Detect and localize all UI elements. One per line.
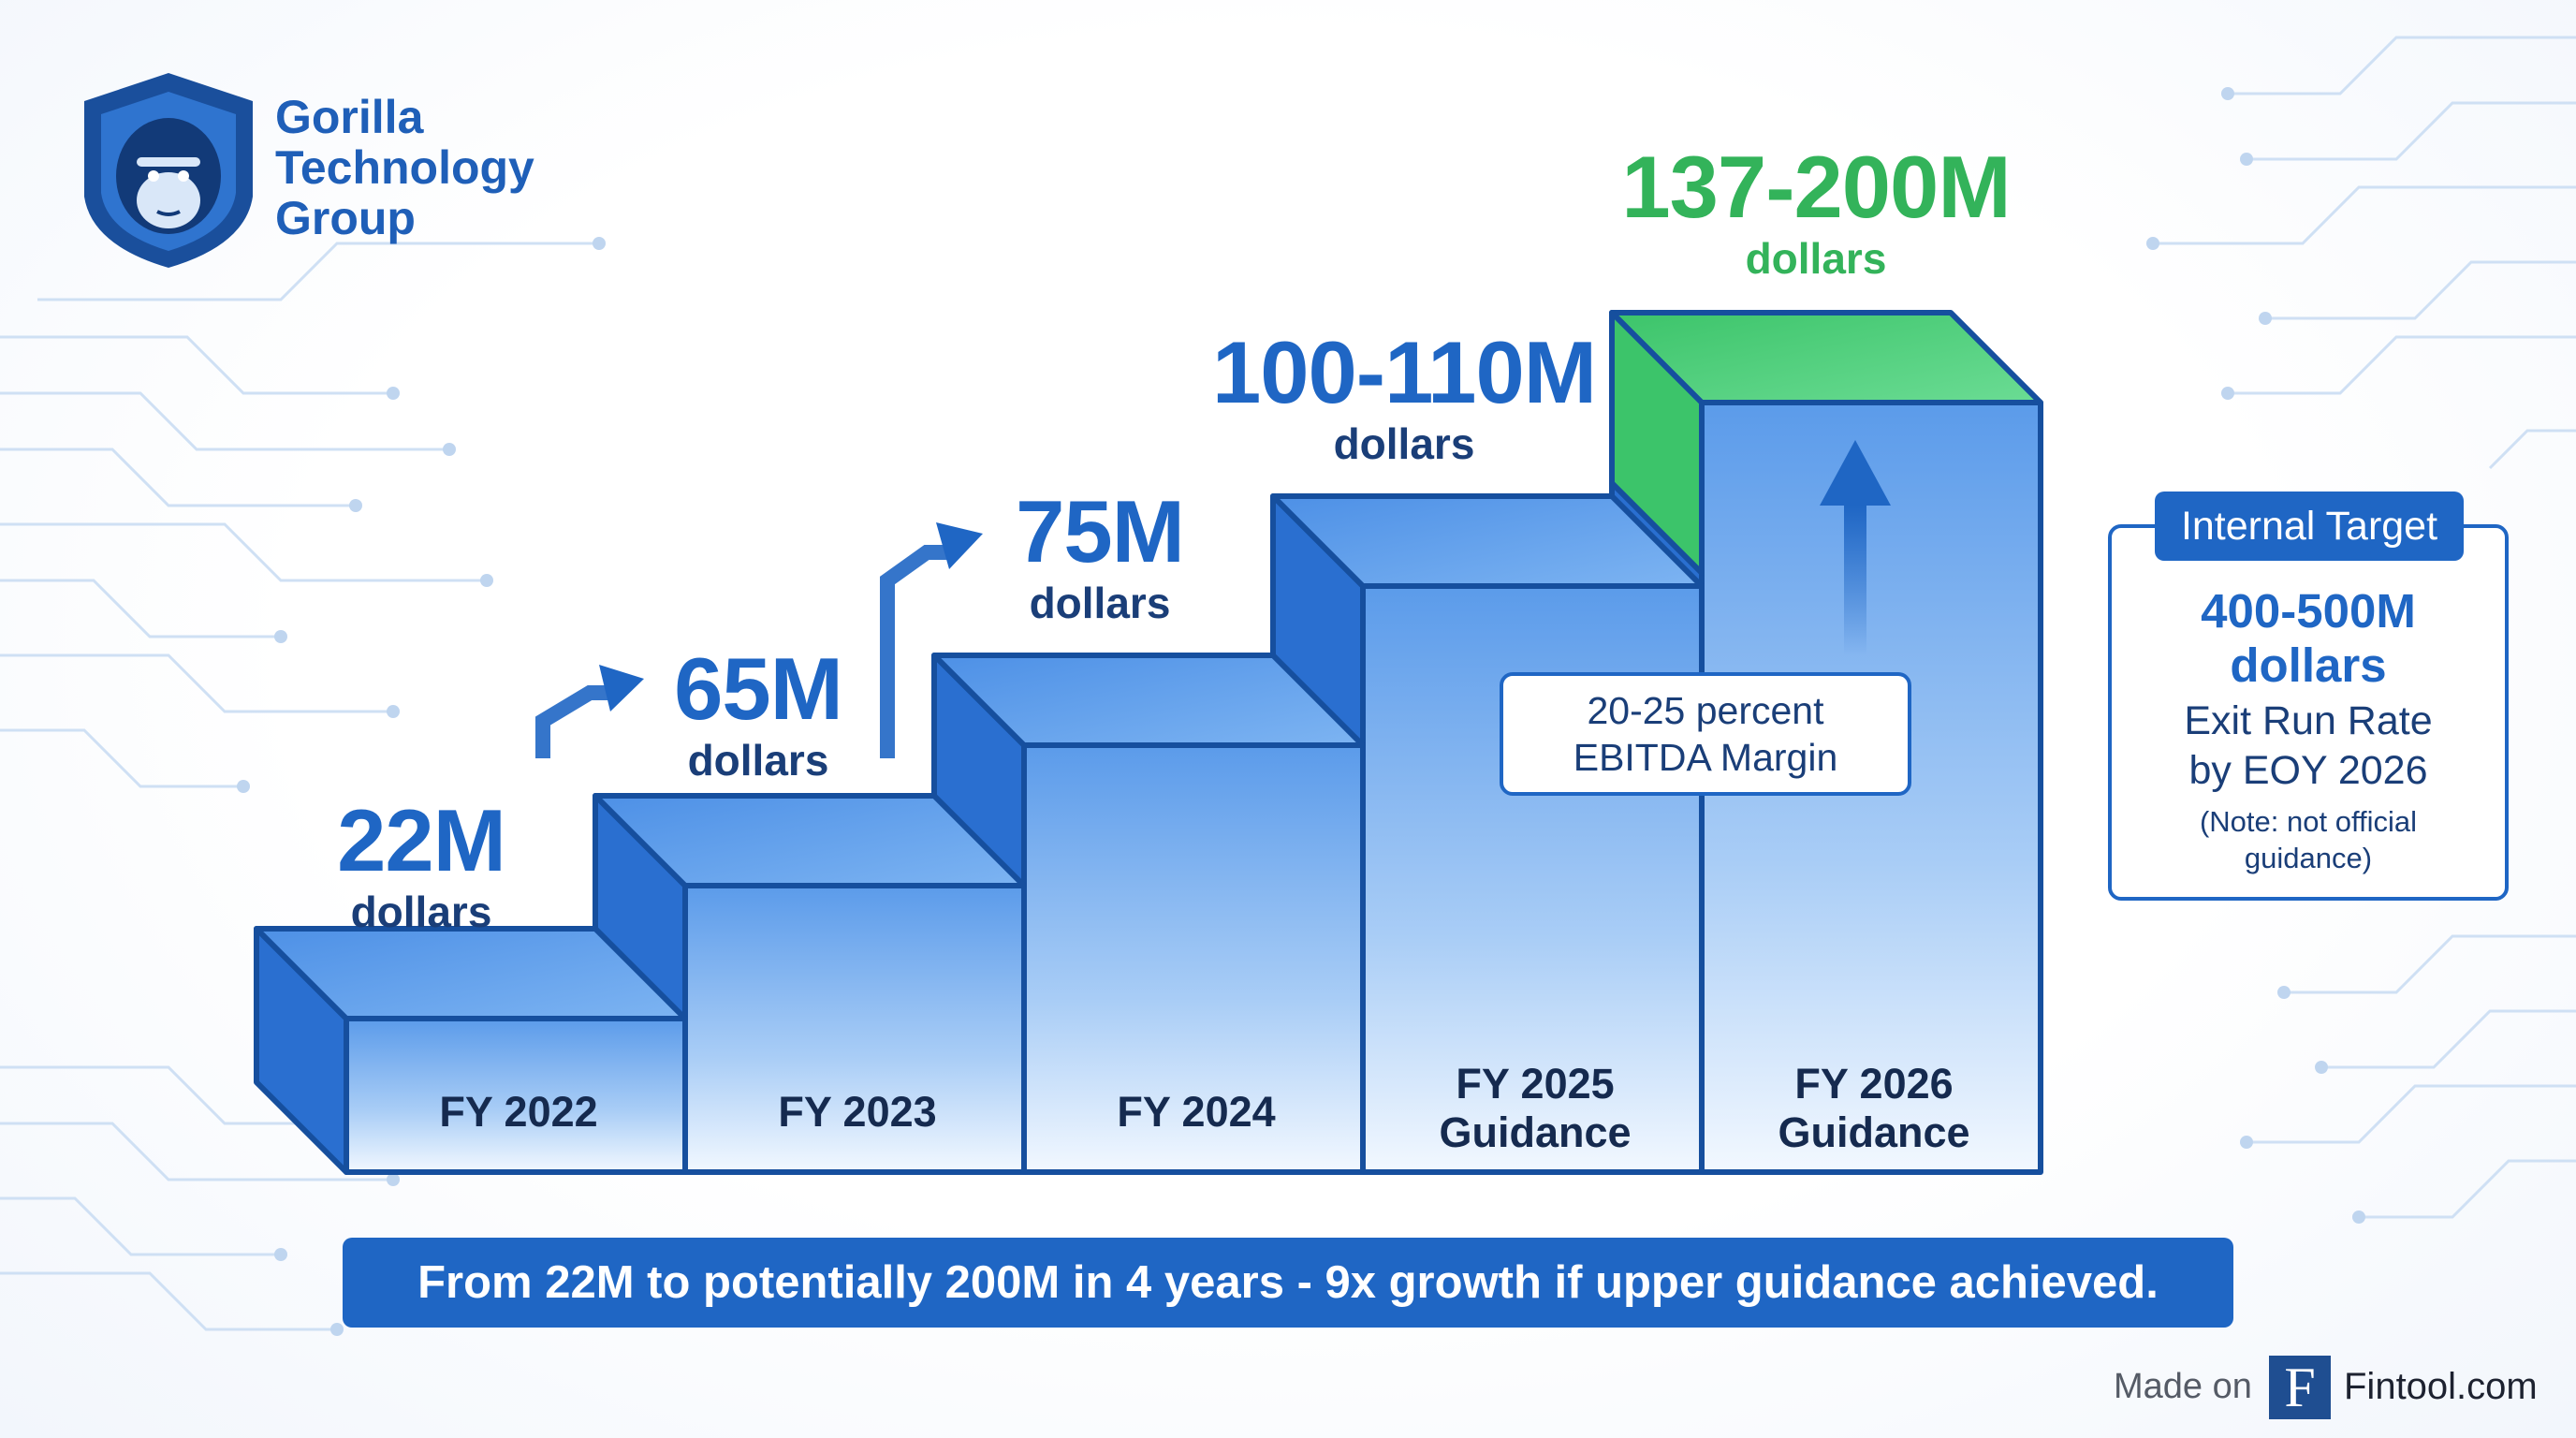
growth-arrow-1 (535, 685, 618, 758)
value-label-fy2025: 100-110M dollars (1189, 323, 1619, 469)
ebitda-line2: EBITDA Margin (1573, 736, 1838, 779)
value-unit: dollars (687, 736, 829, 785)
value-unit: dollars (1745, 234, 1887, 283)
value-amount: 75M (1016, 482, 1185, 580)
up-arrow-head (1820, 440, 1891, 506)
category-line: Guidance (1778, 1108, 1970, 1156)
value-amount: 65M (674, 639, 843, 738)
made-on-label: Made on (2114, 1367, 2252, 1406)
value-amount: 22M (337, 791, 506, 889)
category-label-fy2026: FY 2026 Guidance (1707, 1060, 2041, 1157)
category-label-fy2022: FY 2022 (352, 1088, 685, 1137)
category-line: FY 2026 (1794, 1060, 1954, 1108)
value-label-fy2024: 75M dollars (959, 482, 1240, 628)
internal-target-header: Internal Target (2155, 492, 2464, 561)
value-unit: dollars (350, 888, 492, 936)
internal-target-desc-line1: Exit Run Rate (2184, 698, 2433, 743)
category-line: FY 2025 (1456, 1060, 1615, 1108)
ebitda-callout: 20-25 percent EBITDA Margin (1500, 672, 1911, 796)
category-label-fy2025: FY 2025 Guidance (1368, 1060, 1702, 1157)
value-label-fy2026: 137-200M dollars (1554, 138, 2078, 284)
internal-target-amount-line1: 400-500M (2201, 584, 2416, 638)
internal-target-note-line2: guidance) (2244, 842, 2373, 874)
internal-target-description: Exit Run Rate by EOY 2026 (2112, 697, 2505, 796)
category-label-fy2023: FY 2023 (691, 1088, 1024, 1137)
growth-arrow-1-head (599, 665, 644, 712)
summary-banner: From 22M to potentially 200M in 4 years … (343, 1238, 2233, 1328)
bar-range-side-5 (1609, 310, 1705, 576)
brand-name-line3: Group (275, 192, 416, 244)
internal-target-note-line1: (Note: not official (2199, 805, 2418, 838)
growth-arrow-2 (880, 545, 955, 758)
ebitda-line1: 20-25 percent (1587, 689, 1824, 732)
category-line: FY 2022 (439, 1088, 598, 1136)
internal-target-note: (Note: not official guidance) (2112, 803, 2505, 876)
brand-name: Gorilla Technology Group (275, 92, 534, 243)
category-line: Guidance (1439, 1108, 1632, 1156)
bar-front-1 (344, 1016, 688, 1175)
category-label-fy2024: FY 2024 (1030, 1088, 1363, 1137)
internal-target-amount-line2: dollars (2230, 638, 2387, 692)
value-amount: 100-110M (1211, 323, 1597, 421)
category-line: FY 2023 (778, 1088, 937, 1136)
value-amount: 137-200M (1621, 138, 2011, 236)
value-unit: dollars (1333, 419, 1475, 468)
fintool-logo-icon: F (2269, 1356, 2331, 1419)
internal-target-desc-line2: by EOY 2026 (2188, 748, 2428, 793)
fintool-link[interactable]: Fintool.com (2344, 1366, 2538, 1407)
value-unit: dollars (1029, 579, 1171, 627)
brand-name-line1: Gorilla (275, 91, 424, 143)
growth-arrow-2-head (936, 522, 983, 569)
up-arrow-shaft (1844, 506, 1866, 655)
category-line: FY 2024 (1117, 1088, 1276, 1136)
value-label-fy2023: 65M dollars (618, 642, 899, 785)
value-label-fy2022: 22M dollars (281, 791, 562, 937)
internal-target-amount: 400-500M dollars (2112, 584, 2505, 693)
brand-name-line2: Technology (275, 141, 534, 194)
internal-target-card: Internal Target 400-500M dollars Exit Ru… (2108, 492, 2509, 901)
